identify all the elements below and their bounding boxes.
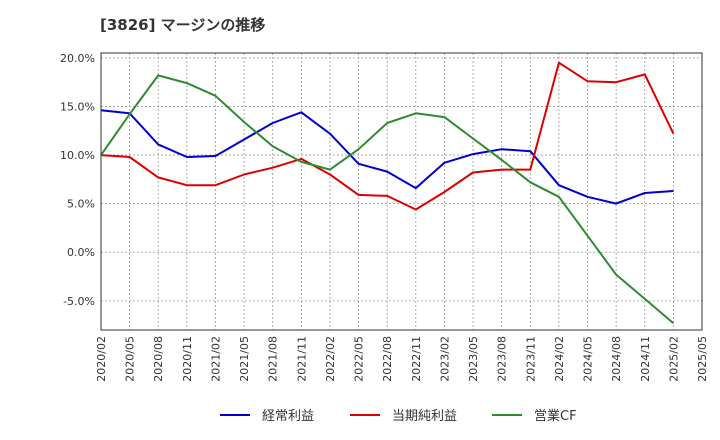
x-tick-label: 2022/05	[353, 336, 366, 382]
y-tick-label: 0.0%	[67, 246, 95, 259]
series-line	[100, 74, 675, 324]
x-tick-label: 2024/02	[553, 336, 566, 382]
series-line	[100, 109, 674, 205]
x-tick-label: 2025/02	[667, 336, 680, 382]
x-tick-label: 2021/05	[238, 336, 251, 382]
x-tick-label: 2025/05	[696, 336, 709, 382]
y-tick-label: 10.0%	[60, 149, 95, 162]
x-tick-label: 2020/08	[152, 336, 165, 382]
x-tick-label: 2022/08	[381, 336, 394, 382]
plot-frame	[100, 52, 703, 331]
x-tick-label: 2020/05	[124, 336, 137, 382]
y-tick-label: -5.0%	[63, 295, 95, 308]
legend: 経常利益 当期純利益 営業CF	[220, 408, 577, 424]
x-tick-label: 2021/11	[295, 336, 308, 382]
x-tick-label: 2024/08	[610, 336, 623, 382]
y-tick-label: 5.0%	[67, 198, 95, 211]
x-tick-label: 2021/02	[209, 336, 222, 382]
chart-title: [3826] マージンの推移	[100, 16, 266, 34]
y-tick-label: 15.0%	[60, 100, 95, 113]
x-tick-label: 2023/08	[496, 336, 509, 382]
tick-labels: 20.0% 15.0% 10.0% 5.0% 0.0% -5.0% 2020/02 2020/…	[60, 52, 709, 382]
x-tick-label: 2023/05	[467, 336, 480, 382]
x-tick-label: 2024/11	[639, 336, 652, 382]
x-tick-label: 2020/02	[95, 336, 108, 382]
gridlines	[101, 53, 702, 330]
x-tick-label: 2022/02	[324, 336, 337, 382]
x-tick-label: 2021/08	[267, 336, 280, 382]
legend-label: 営業CF	[534, 408, 577, 424]
legend-label: 当期純利益	[392, 409, 457, 424]
series-lines	[100, 61, 675, 324]
x-tick-label: 2024/05	[582, 336, 595, 382]
x-tick-label: 2023/11	[524, 336, 537, 382]
series-line	[100, 61, 675, 211]
legend-label: 経常利益	[262, 409, 314, 424]
y-tick-label: 20.0%	[60, 52, 95, 65]
x-tick-label: 2023/02	[438, 336, 451, 382]
x-tick-label: 2020/11	[181, 336, 194, 382]
x-tick-label: 2022/11	[410, 336, 423, 382]
